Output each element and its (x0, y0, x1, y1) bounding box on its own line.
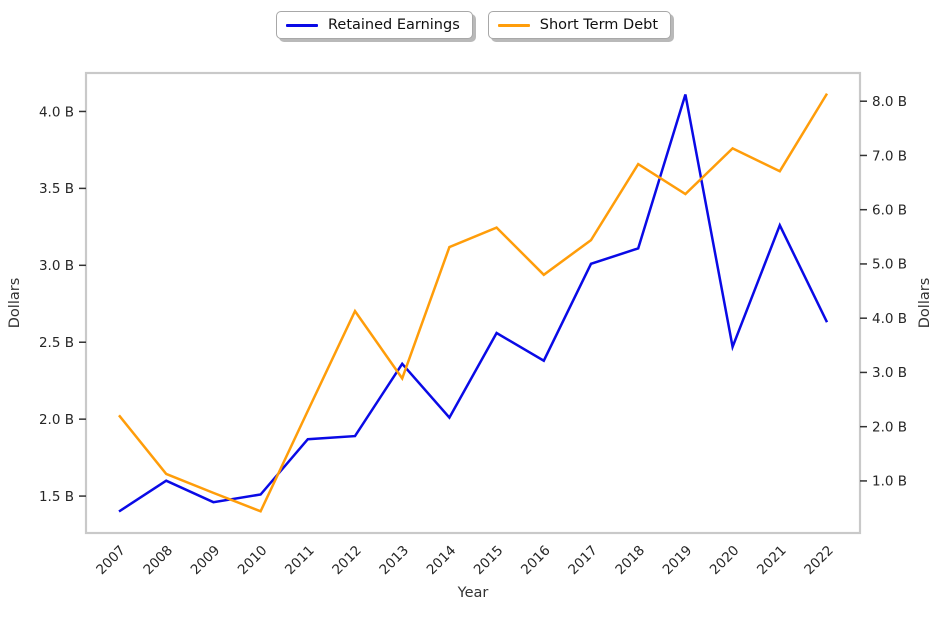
left-tick-label: 1.5 B (39, 489, 74, 505)
left-tick-label: 2.5 B (39, 335, 74, 351)
right-tick-label: 6.0 B (872, 202, 907, 218)
legend: Retained Earnings Short Term Debt (0, 11, 947, 39)
x-tick-label: 2019 (660, 543, 696, 579)
left-tick-label: 3.0 B (39, 258, 74, 274)
legend-label-short-term-debt: Short Term Debt (539, 17, 659, 33)
left-y-axis-title: Dollars (7, 278, 23, 329)
x-tick-label: 2009 (188, 543, 224, 579)
x-tick-label: 2016 (518, 543, 554, 579)
x-tick-label: 2007 (93, 543, 129, 579)
legend-item-retained-earnings: Retained Earnings (275, 11, 473, 39)
x-tick-label: 2018 (612, 543, 648, 579)
x-tick-label: 2010 (235, 543, 271, 579)
left-tick-label: 2.0 B (39, 412, 74, 428)
retained-earnings-line-swatch (285, 23, 318, 27)
x-tick-label: 2022 (801, 543, 837, 579)
short-term-debt-line-swatch (497, 23, 530, 27)
right-tick-label: 5.0 B (872, 257, 907, 273)
x-tick-label: 2021 (754, 543, 790, 579)
x-tick-label: 2020 (707, 543, 743, 579)
left-tick-label: 4.0 B (39, 104, 74, 120)
right-tick-label: 2.0 B (872, 419, 907, 435)
x-tick-label: 2014 (424, 543, 460, 579)
right-y-axis-title: Dollars (917, 278, 933, 329)
x-tick-label: 2012 (329, 543, 365, 579)
left-tick-label: 3.5 B (39, 181, 74, 197)
right-tick-label: 3.0 B (872, 365, 907, 381)
x-axis-title: Year (457, 585, 489, 601)
short-term-debt-line (118, 92, 829, 513)
x-tick-label: 2011 (282, 543, 318, 579)
legend-item-short-term-debt: Short Term Debt (487, 11, 672, 39)
x-tick-label: 2013 (376, 543, 412, 579)
right-tick-label: 1.0 B (872, 474, 907, 490)
x-tick-label: 2008 (140, 543, 176, 579)
legend-label-retained-earnings: Retained Earnings (327, 17, 460, 33)
right-tick-label: 8.0 B (872, 94, 907, 110)
right-tick-label: 7.0 B (872, 148, 907, 164)
retained-earnings-line (118, 94, 829, 513)
x-tick-label: 2015 (471, 543, 507, 579)
x-tick-label: 2017 (565, 543, 601, 579)
plot-border (84, 71, 862, 535)
right-tick-label: 4.0 B (872, 311, 907, 327)
